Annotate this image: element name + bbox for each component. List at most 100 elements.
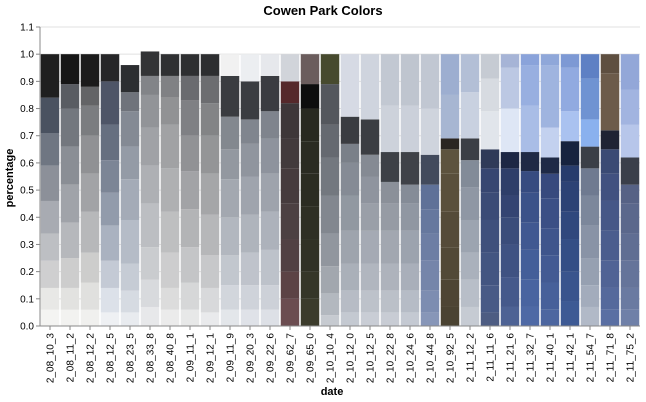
bar-segment xyxy=(360,312,380,326)
bar-segment xyxy=(300,141,320,174)
bar-stack xyxy=(300,54,320,326)
bar-segment xyxy=(500,195,520,218)
x-tick-label: 2_11_42_1 xyxy=(566,333,577,383)
bar-segment xyxy=(220,116,240,150)
x-tick-label: 2_10_12_0 xyxy=(346,333,357,383)
bar-segment xyxy=(360,119,380,155)
bar-segment xyxy=(600,173,620,201)
bar-segment xyxy=(600,149,620,174)
bar-segment xyxy=(480,219,500,253)
bar-segment xyxy=(600,287,620,310)
chart-title: Cowen Park Colors xyxy=(263,3,383,18)
bar-stack xyxy=(180,54,200,326)
bar-segment xyxy=(160,287,180,310)
bar-segment xyxy=(320,315,340,326)
y-tick-label: 0.1 xyxy=(20,294,34,305)
bar-segment xyxy=(380,54,400,106)
bar-stack xyxy=(40,54,60,326)
bar-segment xyxy=(360,176,380,204)
x-tick-label: 2_09_11_1 xyxy=(186,333,197,383)
x-tick-label: 2_08_12_5 xyxy=(106,333,117,383)
bar-segment xyxy=(220,54,240,76)
bar-segment xyxy=(140,247,160,280)
bar-segment xyxy=(60,146,80,185)
bar-stack xyxy=(100,54,120,326)
bar-segment xyxy=(240,54,260,82)
bar-segment xyxy=(580,285,600,307)
x-tick-label: 2_10_10_4 xyxy=(326,333,337,383)
bar-segment xyxy=(580,146,600,169)
bar-segment xyxy=(200,255,220,288)
bar-segment xyxy=(380,181,400,204)
bar-segment xyxy=(500,108,520,153)
bar-segment xyxy=(580,119,600,147)
bar-segment xyxy=(360,54,380,120)
bar-segment xyxy=(40,200,60,234)
bar-segment xyxy=(520,306,540,326)
bar-segment xyxy=(560,54,580,68)
bar-segment xyxy=(40,233,60,261)
bar-segment xyxy=(340,54,360,117)
bar-segment xyxy=(80,309,100,326)
bar-segment xyxy=(620,233,640,261)
bar-segment xyxy=(300,173,320,207)
bar-segment xyxy=(280,138,300,169)
bar-segment xyxy=(140,94,160,128)
bar-segment xyxy=(280,103,300,139)
bar-stack xyxy=(380,54,400,326)
bar-stack xyxy=(320,54,340,326)
bar-segment xyxy=(320,157,340,196)
bar-segment xyxy=(100,312,120,326)
bar-segment xyxy=(500,67,520,109)
bar-segment xyxy=(120,92,140,112)
bar-stack xyxy=(60,54,80,326)
bar-segment xyxy=(600,130,620,150)
bar-segment xyxy=(280,298,300,326)
bar-segment xyxy=(200,135,220,174)
x-tick-label: 2_11_54_7 xyxy=(586,333,597,383)
bar-segment xyxy=(460,252,480,280)
bar-segment xyxy=(580,195,600,226)
bar-segment xyxy=(180,100,200,136)
bar-segment xyxy=(320,54,340,85)
x-tick-label: 2_09_65_0 xyxy=(306,333,317,383)
bar-segment xyxy=(260,309,280,326)
bar-segment xyxy=(620,260,640,288)
bar-segment xyxy=(580,54,600,79)
bar-segment xyxy=(460,187,480,220)
bar-segment xyxy=(360,263,380,291)
bar-segment xyxy=(60,222,80,259)
x-tick-label: 2_08_23_5 xyxy=(126,333,137,383)
bar-segment xyxy=(140,165,160,204)
bar-segment xyxy=(560,211,580,240)
bar-segment xyxy=(260,138,280,174)
bar-segment xyxy=(120,179,140,220)
bar-segment xyxy=(40,287,60,310)
x-tick-label: 2_08_10_3 xyxy=(46,333,57,383)
bar-segment xyxy=(340,195,360,231)
bar-segment xyxy=(420,154,440,185)
bar-segment xyxy=(40,97,60,134)
bar-segment xyxy=(140,279,160,307)
bar-segment xyxy=(120,312,140,326)
x-tick-label: 2_11_32_7 xyxy=(526,333,537,383)
bar-segment xyxy=(80,211,100,253)
bar-segment xyxy=(560,271,580,302)
bar-segment xyxy=(200,287,220,313)
bar-segment xyxy=(560,111,580,142)
bar-segment xyxy=(380,203,400,231)
bar-segment xyxy=(480,285,500,313)
bar-segment xyxy=(260,111,280,139)
bar-segment xyxy=(440,173,460,212)
bar-segment xyxy=(120,146,140,180)
bar-segment xyxy=(440,149,460,174)
bar-segment xyxy=(280,203,300,240)
bar-segment xyxy=(280,81,300,104)
bar-segment xyxy=(300,298,320,326)
bar-segment xyxy=(440,211,460,248)
bar-segment xyxy=(120,219,140,264)
x-axis-label: date xyxy=(321,386,344,398)
x-tick-label: 2_11_75_2 xyxy=(626,333,637,383)
bar-segment xyxy=(200,214,220,256)
bar-segment xyxy=(520,171,540,193)
